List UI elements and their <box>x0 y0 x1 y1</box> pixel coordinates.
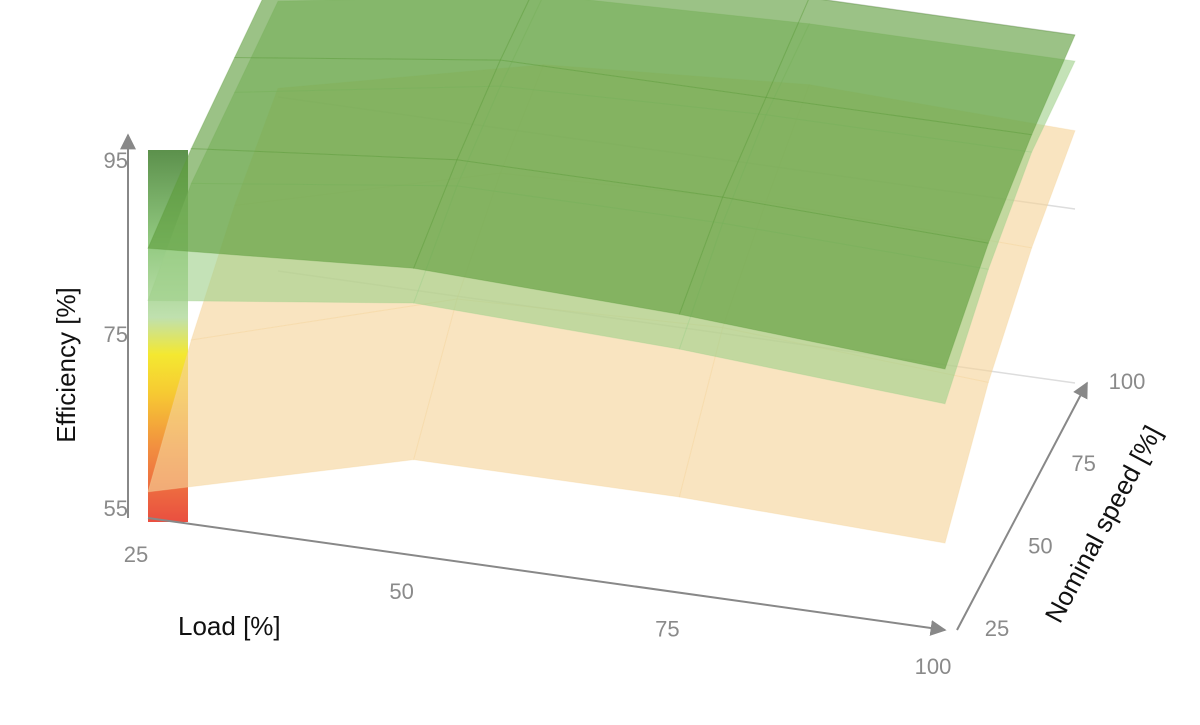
x-tick-label: 75 <box>655 616 679 641</box>
surface-cell <box>678 196 989 370</box>
y-tick-label: 50 <box>1028 533 1052 558</box>
z-axis-title: Efficiency [%] <box>51 287 81 443</box>
z-tick-label: 75 <box>104 322 128 347</box>
x-axis <box>147 517 947 636</box>
x-axis-title: Load [%] <box>178 611 281 641</box>
surface-cell <box>147 298 458 493</box>
y-tick-label: 100 <box>1109 369 1146 394</box>
x-tick-label: 50 <box>389 579 413 604</box>
y-tick-label: 25 <box>985 616 1009 641</box>
surface-cell <box>147 148 458 269</box>
x-tick-label: 100 <box>915 654 952 679</box>
surface-cell <box>190 57 502 161</box>
grid-line <box>820 0 1076 36</box>
y-axis <box>956 381 1088 631</box>
z-tick-label: 95 <box>104 148 128 173</box>
z-tick-label: 55 <box>104 496 128 521</box>
y-axis-title: Nominal speed [%] <box>1039 421 1168 628</box>
x-tick-label: 25 <box>124 542 148 567</box>
surface-cell <box>233 0 530 61</box>
surface-cell <box>721 96 1033 244</box>
y-tick-label: 75 <box>1071 451 1095 476</box>
